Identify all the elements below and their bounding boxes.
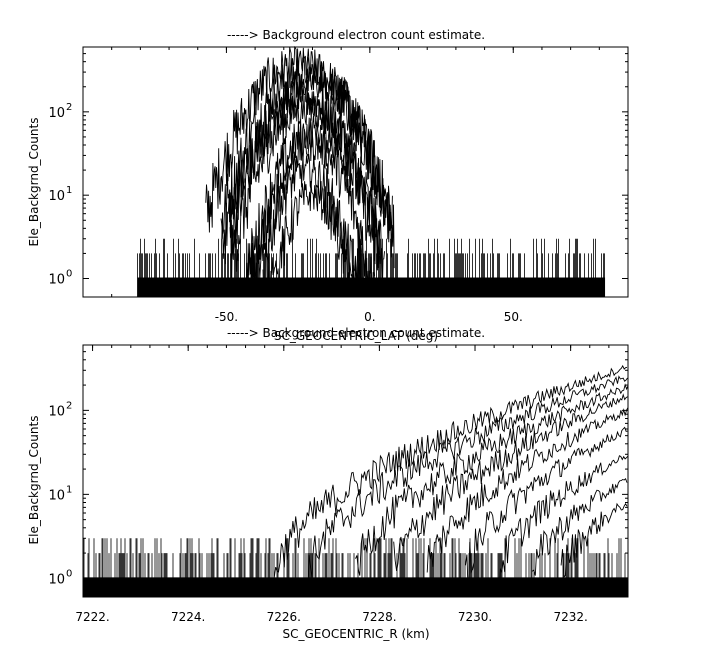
x-axis-label: SC_GEOCENTRIC_R (km) [283, 627, 430, 641]
x-tick-label: 7224. [171, 610, 205, 624]
series-line-1 [307, 375, 628, 598]
y-tick-exponent: 2 [66, 102, 72, 113]
series-line-6 [498, 455, 629, 598]
x-axis-label: SC_GEOCENTRIC_LAT (deg) [274, 329, 438, 343]
y-tick-exponent: 1 [66, 185, 72, 196]
series-line-4 [426, 407, 629, 573]
series-line-7 [250, 153, 363, 298]
y-axis-label: Ele_Backgrnd_Counts [27, 118, 41, 247]
series-line-5 [245, 114, 385, 298]
y-tick-label: 10 [48, 404, 65, 419]
chart-panel-latitude: -----> Background electron count estimat… [27, 28, 629, 343]
series-line-7 [532, 478, 628, 576]
x-tick-label: -50. [215, 310, 238, 324]
plot-frame [82, 344, 629, 598]
x-tick-label: 7226. [267, 610, 301, 624]
y-tick-exponent: 1 [66, 484, 72, 495]
y-axis-label: Ele_Backgrnd_Counts [27, 416, 41, 545]
y-tick-label: 10 [48, 106, 65, 121]
chart-title: -----> Background electron count estimat… [227, 28, 485, 42]
series-line-2 [355, 383, 629, 576]
plot-frame [82, 46, 629, 298]
noise-floor-band [83, 577, 628, 597]
x-tick-label: 7222. [75, 610, 109, 624]
y-tick-label: 10 [48, 488, 65, 503]
series-line-3 [393, 393, 628, 571]
x-tick-label: 7230. [458, 610, 492, 624]
y-tick-exponent: 0 [66, 568, 72, 579]
y-tick-label: 10 [48, 273, 65, 288]
y-tick-label: 10 [48, 572, 65, 587]
series-line-0 [273, 364, 628, 578]
series-line-8 [262, 180, 362, 298]
x-axis-ticks: -50. 0. 50. [82, 47, 629, 324]
plot-area [82, 364, 629, 598]
series-line-2 [229, 66, 395, 269]
x-tick-label: 7232. [553, 610, 587, 624]
series-line-1 [220, 56, 393, 243]
y-tick-exponent: 2 [66, 400, 72, 411]
x-tick-label: 7228. [362, 610, 396, 624]
chart-title: -----> Background electron count estimat… [227, 326, 485, 340]
series-line-8 [560, 502, 628, 579]
x-tick-label: 0. [364, 310, 375, 324]
series-line-5 [465, 426, 628, 598]
y-tick-label: 10 [48, 189, 65, 204]
chart-panel-radius: -----> Background electron count estimat… [27, 326, 629, 641]
x-axis-ticks: 7222. 7224. 7226. 7228. 7230. 7232. [75, 345, 629, 624]
x-tick-label: 50. [504, 310, 523, 324]
y-tick-exponent: 0 [66, 269, 72, 280]
plot-area [137, 45, 606, 298]
